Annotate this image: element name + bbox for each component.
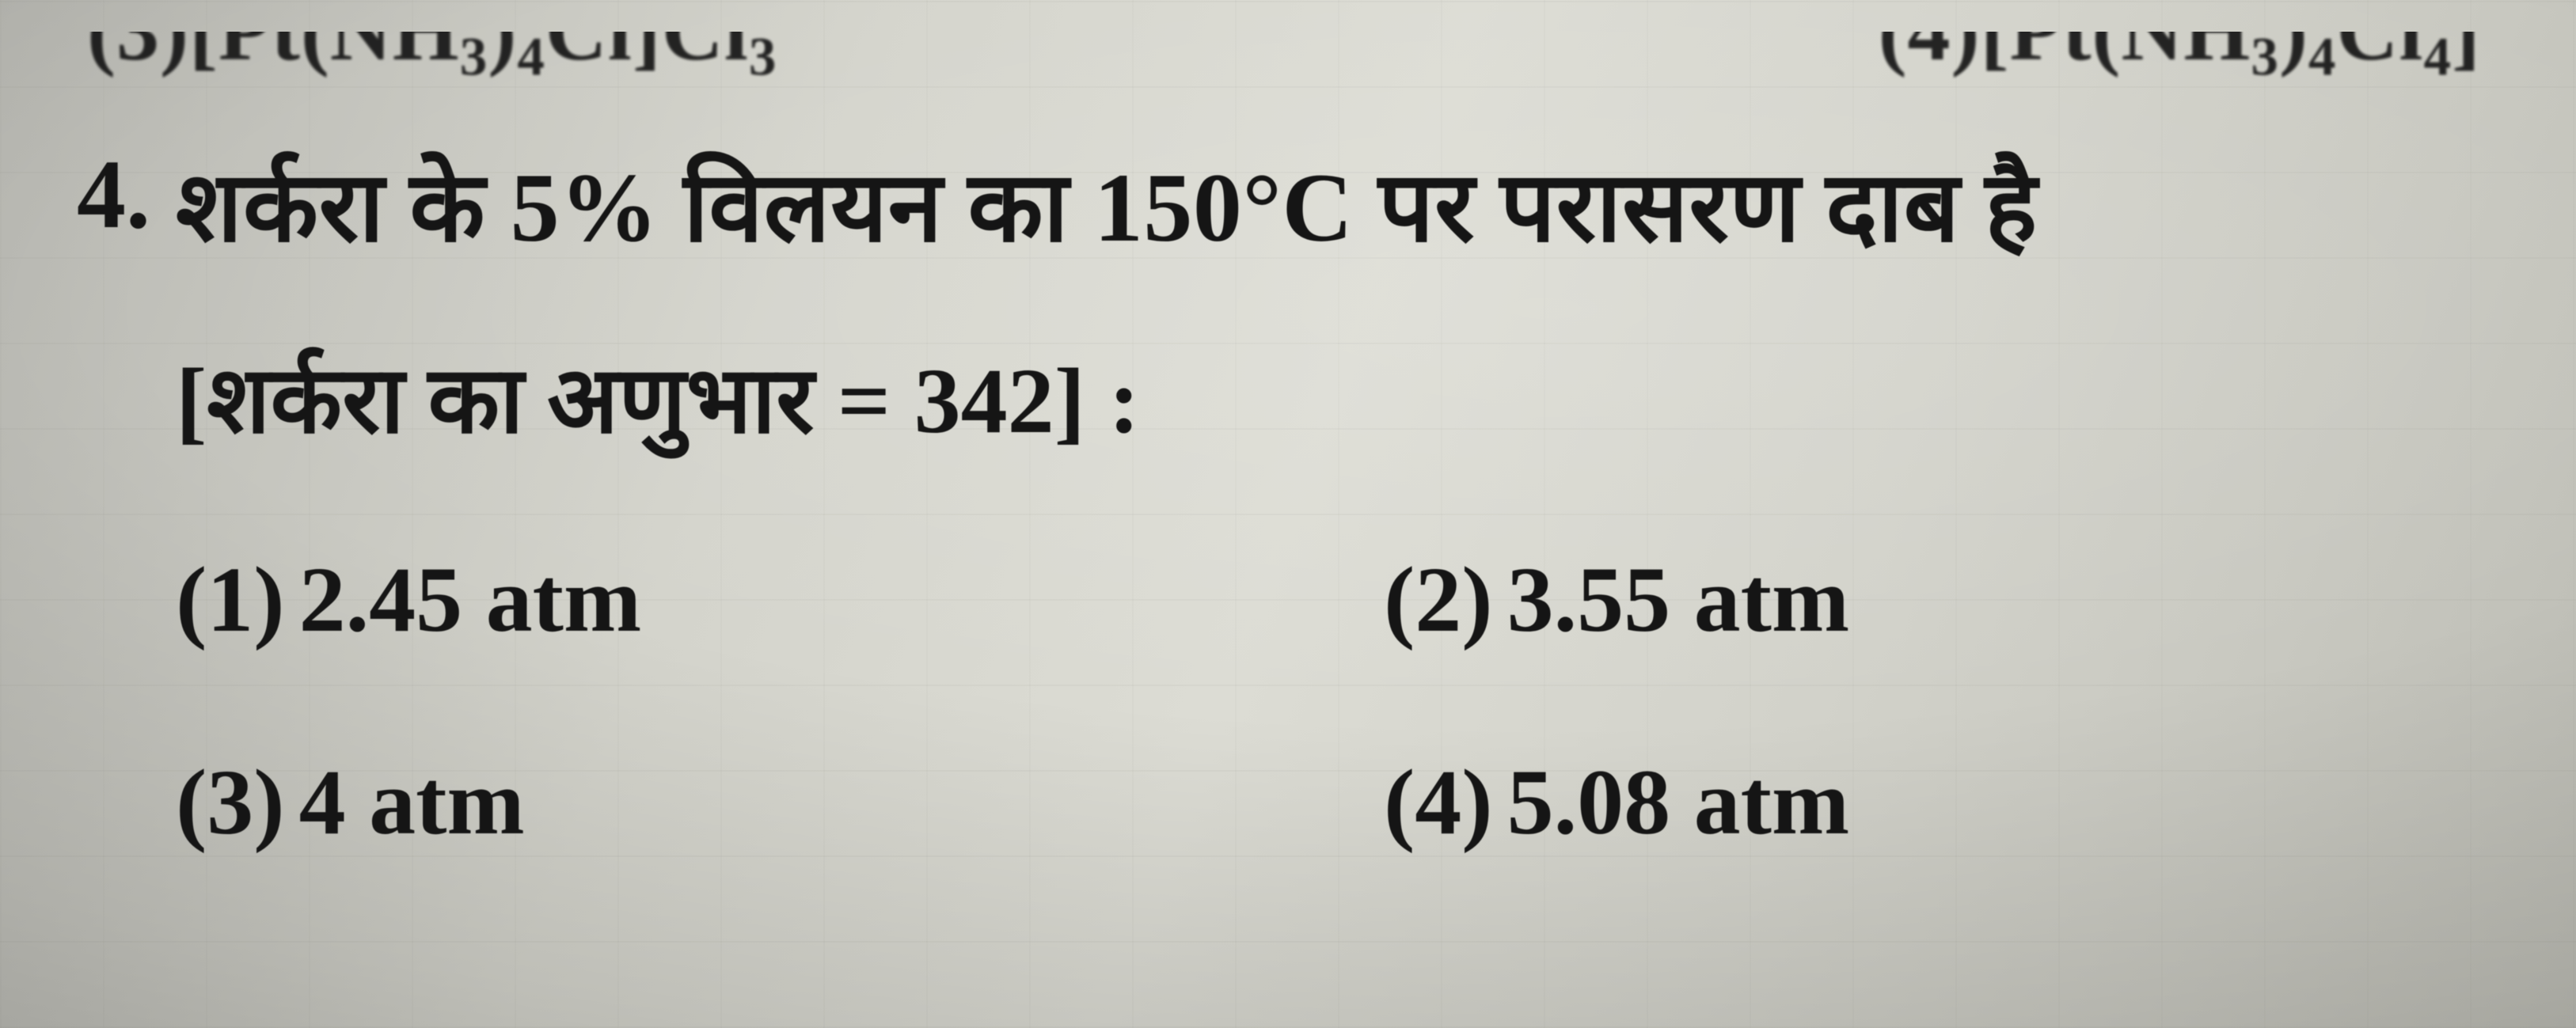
option-4[interactable]: (4) 5.08 atm xyxy=(1384,749,2529,856)
option-2-value: 3.55 atm xyxy=(1507,546,1850,654)
option-3-value: 4 atm xyxy=(299,749,525,856)
option-4-value: 5.08 atm xyxy=(1507,749,1850,856)
option-1-value: 2.45 atm xyxy=(299,546,642,654)
option-2[interactable]: (2) 3.55 atm xyxy=(1384,546,2529,654)
question-block: शर्करा के 5% विलयन का 150°C पर परासरण दा… xyxy=(176,146,2529,856)
page: (3)[Pt(NH3)4Cl]Cl3 (4)[Pt(NH3)4Cl4] 4. श… xyxy=(0,0,2576,856)
option-3[interactable]: (3) 4 atm xyxy=(176,749,1320,856)
cropped-previous-options: (3)[Pt(NH3)4Cl]Cl3 (4)[Pt(NH3)4Cl4] xyxy=(16,32,2529,127)
question-number: 4. xyxy=(16,146,150,244)
question-row: 4. शर्करा के 5% विलयन का 150°C पर परासरण… xyxy=(16,146,2529,856)
option-2-label: (2) xyxy=(1384,546,1493,654)
option-1-label: (1) xyxy=(176,546,285,654)
option-3-label: (3) xyxy=(176,749,285,856)
question-note: [शर्करा का अणुभार = 342] : xyxy=(176,343,2529,460)
cropped-option-4: (4)[Pt(NH3)4Cl4] xyxy=(1879,32,2481,88)
option-1[interactable]: (1) 2.45 atm xyxy=(176,546,1320,654)
option-4-label: (4) xyxy=(1384,749,1493,856)
question-text: शर्करा के 5% विलयन का 150°C पर परासरण दा… xyxy=(176,146,2529,271)
options-grid: (1) 2.45 atm (2) 3.55 atm (3) 4 atm (4) … xyxy=(176,546,2529,856)
cropped-option-3: (3)[Pt(NH3)4Cl]Cl3 xyxy=(87,32,777,88)
